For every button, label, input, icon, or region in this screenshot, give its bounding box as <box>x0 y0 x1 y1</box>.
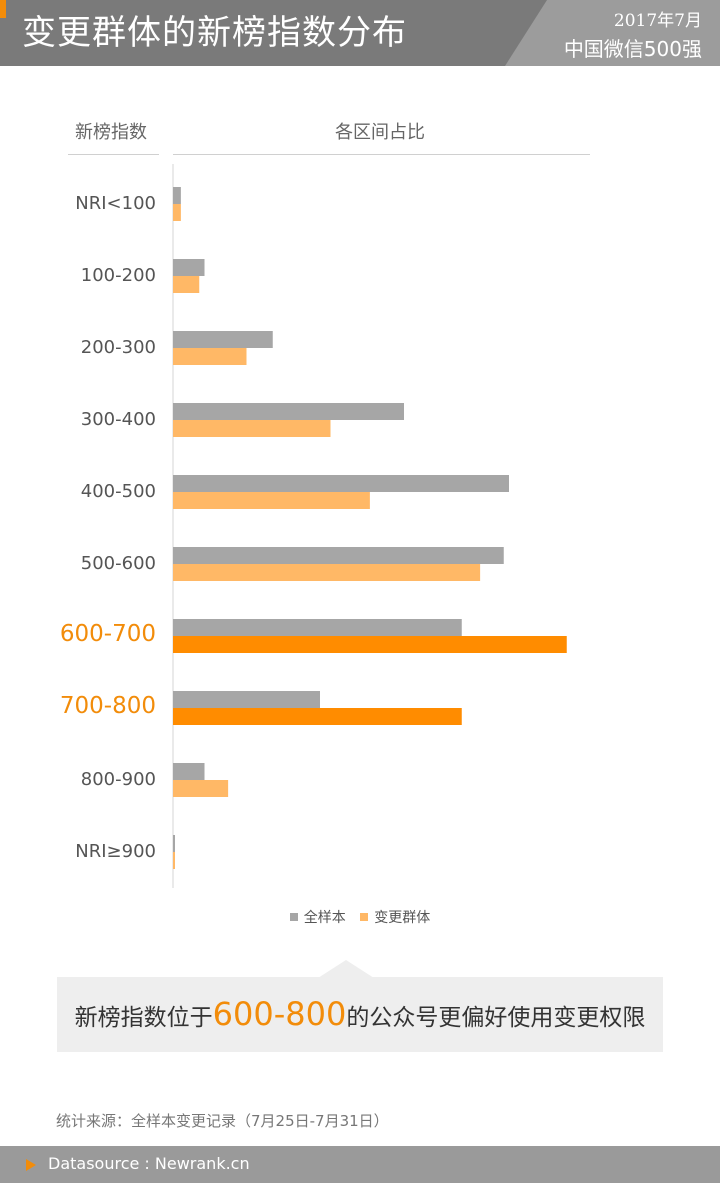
play-arrow-icon <box>26 1159 36 1171</box>
column-header-share: 各区间占比 <box>335 122 425 143</box>
bar-change-group <box>173 708 462 725</box>
category-label: 400-500 <box>81 481 156 502</box>
legend-label-change: 变更群体 <box>374 910 431 926</box>
bar-all-sample <box>173 691 320 708</box>
bar-all-sample <box>173 547 504 564</box>
bar-change-group <box>173 852 175 869</box>
legend-item-all: 全样本 <box>289 907 346 927</box>
bar-all-sample <box>173 259 205 276</box>
bar-change-group <box>173 780 229 797</box>
legend-swatch-change <box>360 913 369 921</box>
header-bar: 变更群体的新榜指数分布 2017年7月 中国微信500强 <box>0 0 720 66</box>
bar-change-group <box>173 348 247 365</box>
bar-change-group <box>173 204 181 221</box>
column-rule-right <box>173 154 590 155</box>
header-accent-mark <box>0 0 6 18</box>
bar-change-group <box>173 564 481 581</box>
legend-item-change: 变更群体 <box>360 907 430 927</box>
bar-change-group <box>173 492 370 509</box>
bar-change-group <box>173 420 331 437</box>
category-label: 100-200 <box>81 265 156 286</box>
column-rule-left <box>68 154 159 155</box>
column-header-index: 新榜指数 <box>75 122 147 143</box>
callout-text-after: 的公众号更偏好使用变更权限 <box>346 1005 646 1031</box>
footer-datasource: Datasource : Newrank.cn <box>48 1154 250 1173</box>
bar-all-sample <box>173 835 175 852</box>
category-label: 800-900 <box>81 769 156 790</box>
category-label: 200-300 <box>81 337 156 358</box>
callout-pointer <box>318 960 374 978</box>
header-info-panel: 2017年7月 中国微信500强 <box>505 0 720 66</box>
chart-legend: 全样本 变更群体 <box>0 907 720 927</box>
bar-all-sample <box>173 619 462 636</box>
category-label: NRI<100 <box>75 193 156 214</box>
callout-box: 新榜指数位于600-800的公众号更偏好使用变更权限 <box>57 977 663 1052</box>
bar-all-sample <box>173 475 509 492</box>
bar-all-sample <box>173 403 404 420</box>
legend-label-all: 全样本 <box>303 910 346 926</box>
header-date: 2017年7月 <box>613 11 702 31</box>
bar-chart: NRI<100 100-200 200-300 300-400 400-500 500-6… <box>60 164 567 888</box>
category-label: 300-400 <box>81 409 156 430</box>
legend-swatch-all <box>289 913 298 921</box>
bar-all-sample <box>173 763 205 780</box>
bar-all-sample <box>173 187 181 204</box>
category-label: 500-600 <box>81 553 156 574</box>
header-subtitle: 中国微信500强 <box>563 37 702 61</box>
bar-change-group <box>173 276 200 293</box>
callout-text-before: 新榜指数位于 <box>74 1005 213 1031</box>
callout-text: 新榜指数位于600-800的公众号更偏好使用变更权限 <box>67 977 653 1052</box>
category-label: 600-700 <box>60 621 156 647</box>
bar-all-sample <box>173 331 273 348</box>
footer-bar: Datasource : Newrank.cn <box>0 1146 720 1183</box>
source-note: 统计来源：全样本变更记录（7月25日-7月31日） <box>56 1112 389 1130</box>
page-title: 变更群体的新榜指数分布 <box>22 13 407 53</box>
callout-highlight: 600-800 <box>212 995 347 1033</box>
category-label: 700-800 <box>60 693 156 719</box>
bar-change-group <box>173 636 567 653</box>
category-label: NRI≥900 <box>75 841 156 862</box>
